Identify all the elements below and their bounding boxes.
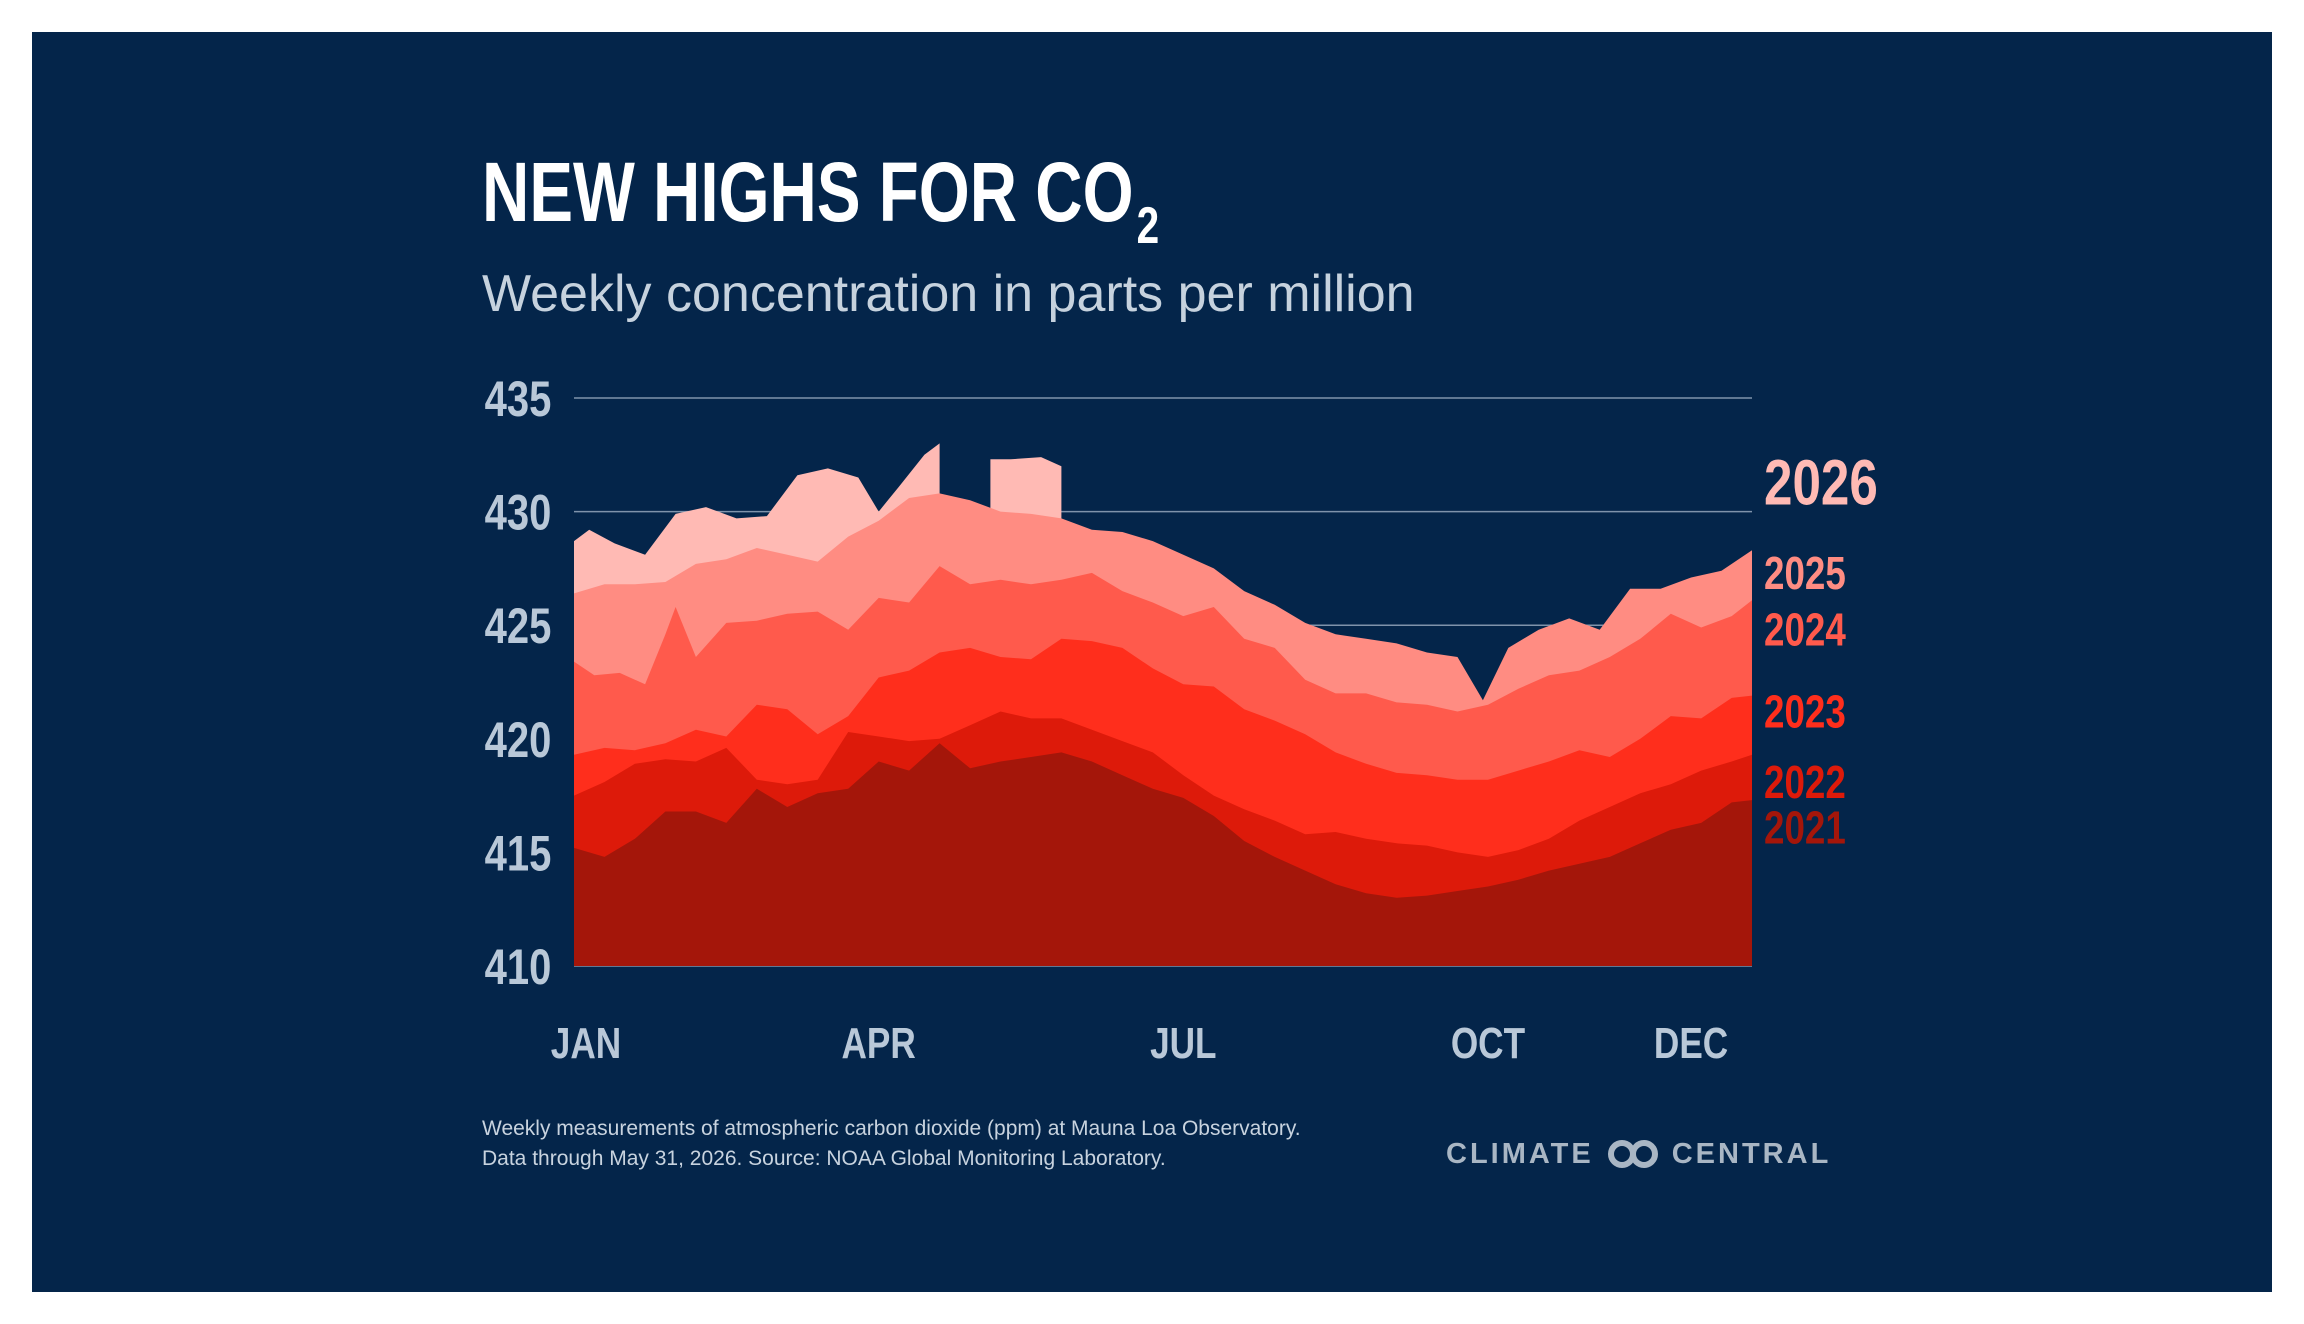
y-tick-420: 420	[485, 712, 552, 768]
legend-2026: 2026	[1764, 448, 1878, 519]
footnote-line-2: Data through May 31, 2026. Source: NOAA …	[482, 1147, 1166, 1170]
y-axis-ticks: 410 415 420 425 430 435	[485, 371, 552, 995]
series-areas	[574, 443, 1752, 966]
legend-2024: 2024	[1764, 604, 1846, 656]
brand-left: CLIMATE	[1446, 1137, 1594, 1170]
legend-2023: 2023	[1764, 686, 1846, 738]
chart-title: NEW HIGHS FOR CO2	[482, 145, 1160, 255]
footnote: Weekly measurements of atmospheric carbo…	[482, 1114, 1301, 1174]
legend-2021: 2021	[1764, 801, 1846, 853]
legend-2025: 2025	[1764, 547, 1846, 599]
x-axis-ticks: JAN APR JUL OCT DEC	[551, 1019, 1728, 1068]
brand-right: CENTRAL	[1671, 1137, 1832, 1170]
x-tick-jul: JUL	[1150, 1019, 1216, 1068]
area-2021	[574, 743, 1752, 966]
footnote-line-1: Weekly measurements of atmospheric carbo…	[482, 1117, 1301, 1140]
y-tick-410: 410	[485, 939, 552, 995]
y-tick-430: 430	[485, 484, 552, 540]
x-tick-apr: APR	[842, 1019, 916, 1068]
x-tick-oct: OCT	[1451, 1019, 1525, 1068]
y-tick-435: 435	[485, 371, 552, 427]
x-tick-jan: JAN	[551, 1019, 621, 1068]
y-tick-425: 425	[485, 598, 552, 654]
x-tick-dec: DEC	[1654, 1019, 1728, 1068]
chart-subtitle: Weekly concentration in parts per millio…	[482, 265, 1415, 323]
legend-2022: 2022	[1764, 756, 1846, 808]
y-tick-415: 415	[485, 825, 552, 881]
climate-central-logo: CLIMATE CENTRAL	[1446, 1136, 1831, 1172]
linked-rings-icon	[1607, 1140, 1658, 1168]
